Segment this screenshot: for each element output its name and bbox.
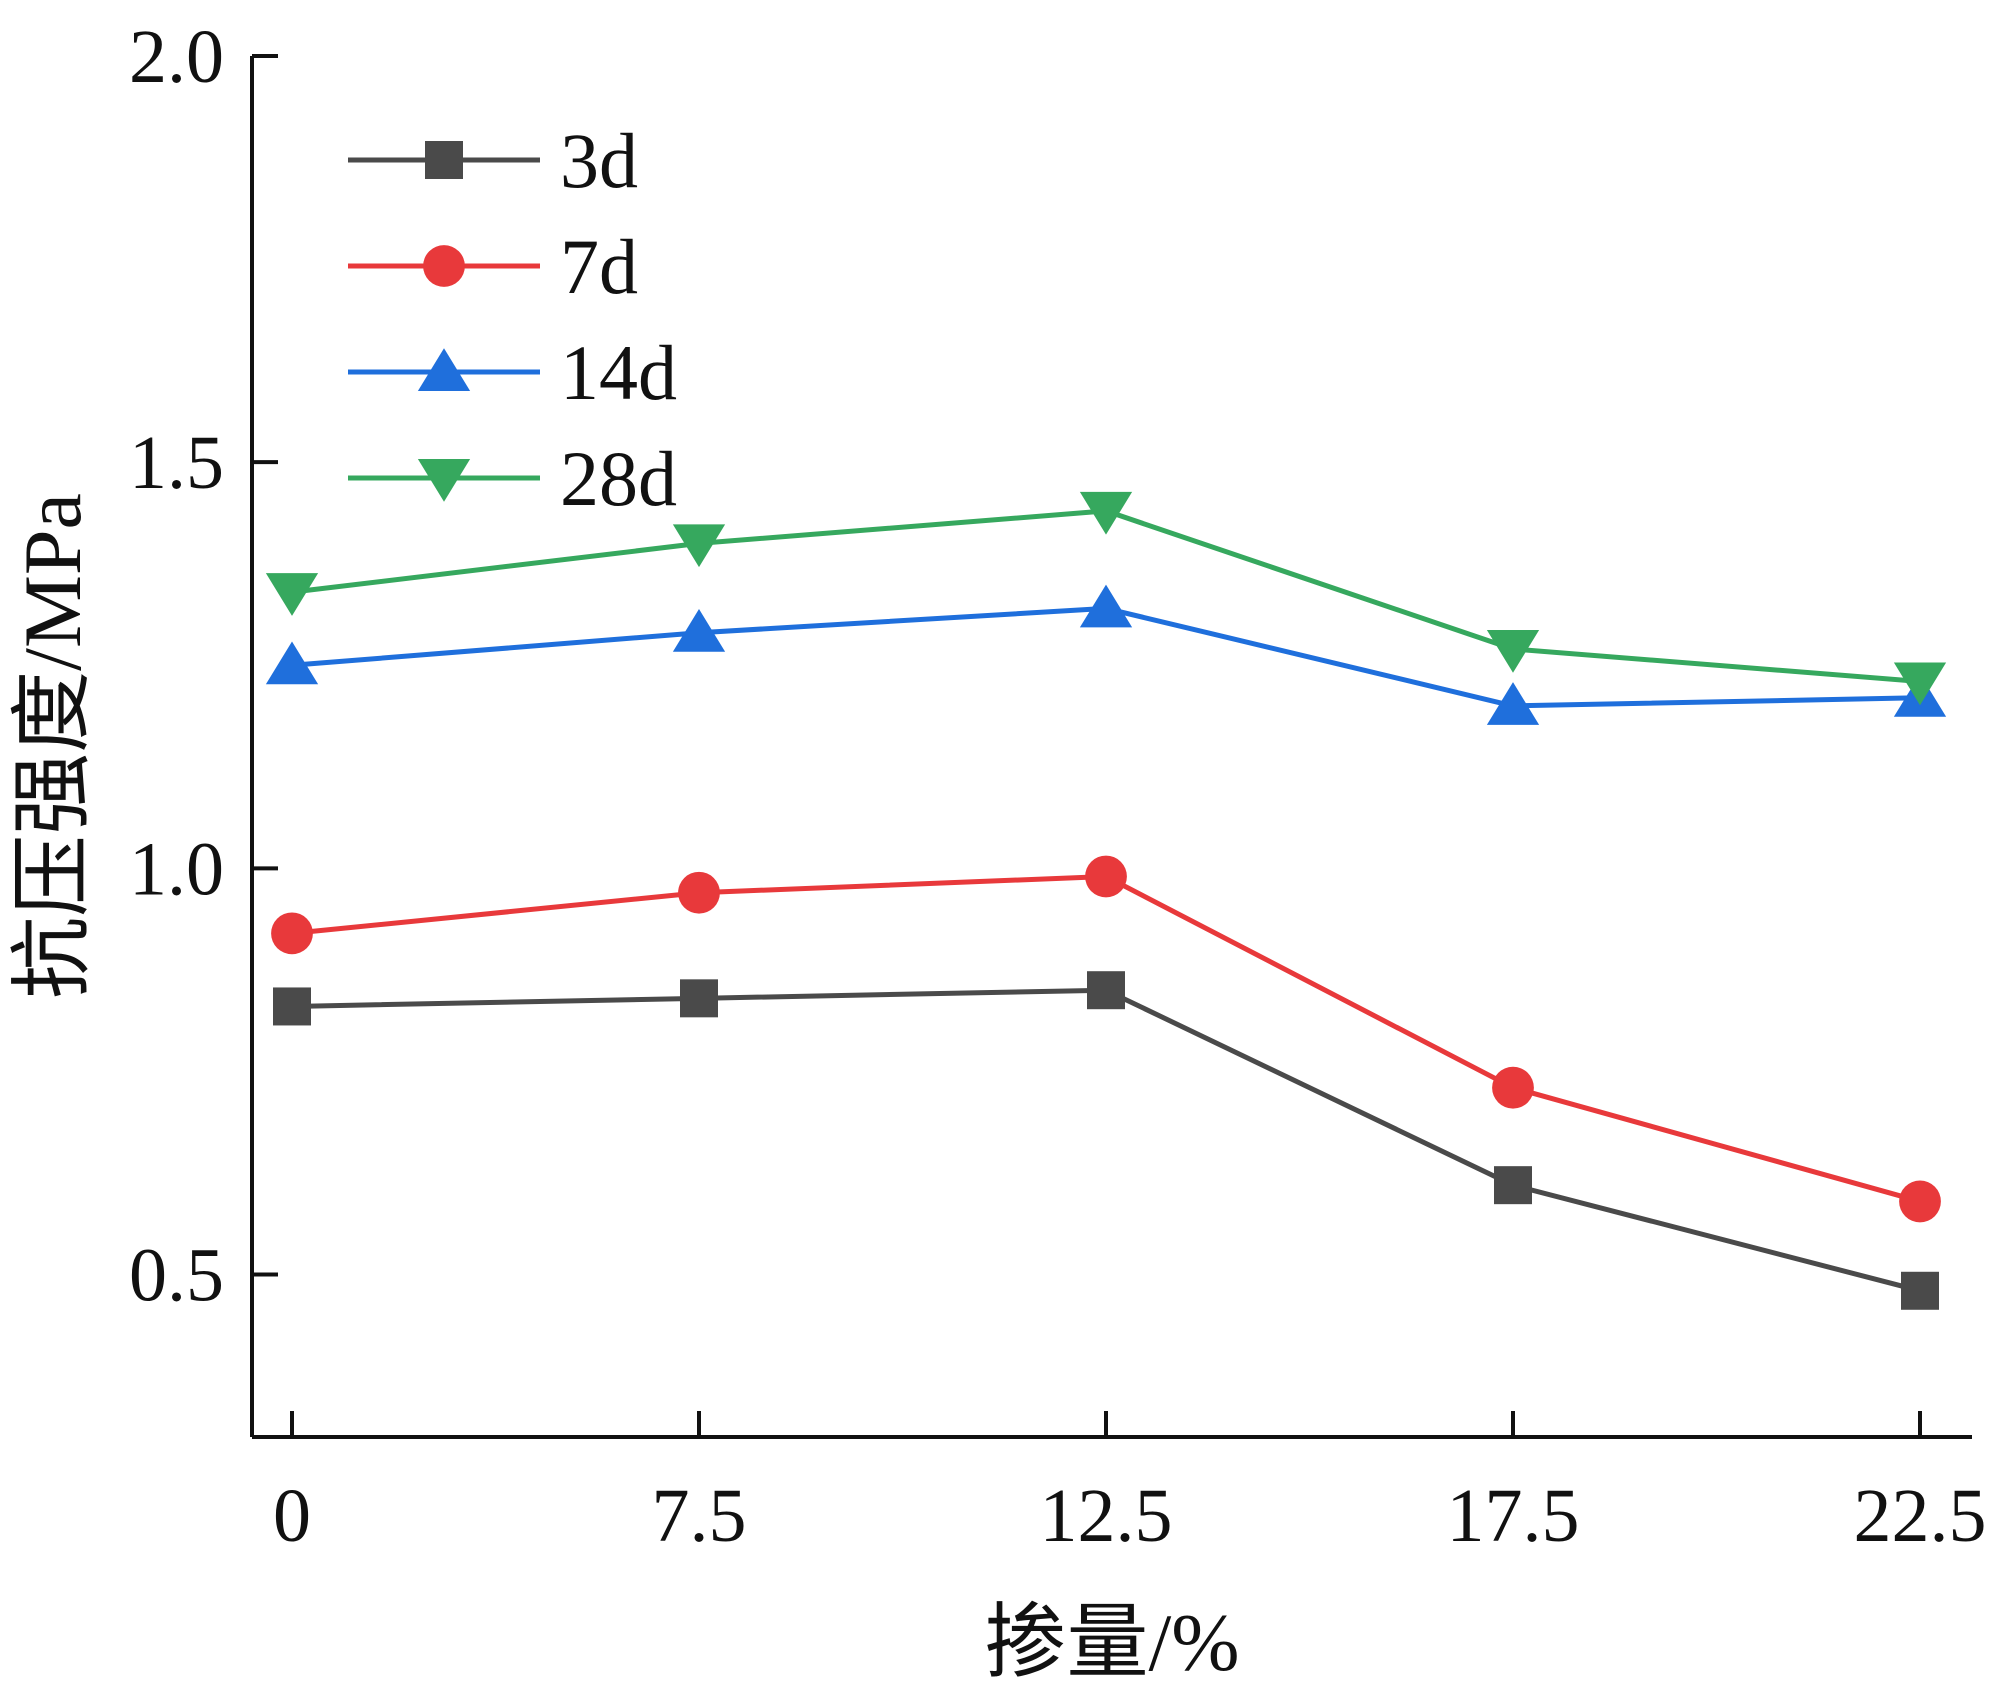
data-point-14d: [265, 641, 319, 685]
legend-marker: [423, 245, 465, 287]
legend-label: 14d: [560, 329, 677, 416]
legend-label: 7d: [560, 223, 638, 310]
legend-marker: [425, 141, 463, 179]
data-point-3d: [1087, 971, 1125, 1010]
legend: 3d 7d 14d 28d: [348, 117, 677, 522]
data-point-14d: [1079, 584, 1133, 628]
data-point-7d: [1899, 1180, 1941, 1223]
x-tick-label: 22.5: [1854, 1474, 1987, 1558]
data-point-7d: [271, 912, 313, 955]
x-tick-label: 17.5: [1447, 1474, 1580, 1558]
series-14d: [265, 584, 1947, 725]
data-point-28d: [1486, 630, 1540, 673]
x-tick-label: 7.5: [652, 1474, 747, 1558]
axes: 0.5 1.0 1.5 2.0 0 7.5 12.5 17.5 22.5 掺量/% 抗压强度/MPa: [7, 15, 1987, 1688]
series-28d: [265, 491, 1947, 706]
data-point-3d: [1901, 1271, 1939, 1310]
data-point-3d: [1494, 1166, 1532, 1205]
data-point-3d: [680, 979, 718, 1018]
legend-label: 3d: [560, 117, 638, 204]
data-point-14d: [1486, 682, 1540, 725]
data-point-28d: [672, 524, 726, 568]
legend-item-28d: 28d: [348, 435, 677, 522]
series-group: [265, 491, 1947, 1310]
series-line-3d: [291, 987, 1921, 1294]
y-tick-label: 1.5: [129, 421, 224, 505]
y-tick-label: 1.0: [129, 827, 224, 911]
x-tick-label: 0: [273, 1474, 311, 1558]
data-point-3d: [273, 987, 311, 1026]
y-tick-label: 2.0: [129, 15, 224, 99]
legend-item-3d: 3d: [348, 117, 638, 204]
y-tick-label: 0.5: [129, 1234, 224, 1318]
series-3d: [273, 971, 1939, 1310]
legend-label: 28d: [560, 435, 677, 522]
legend-marker: [417, 348, 471, 391]
x-tick-label: 12.5: [1040, 1474, 1173, 1558]
legend-marker: [417, 459, 471, 502]
legend-item-14d: 14d: [348, 329, 677, 416]
legend-item-7d: 7d: [348, 223, 638, 310]
y-axis-title: 抗压强度/MPa: [7, 493, 98, 999]
data-point-28d: [1893, 662, 1947, 706]
series-line-7d: [291, 873, 1921, 1204]
data-point-7d: [678, 871, 720, 914]
data-point-28d: [1079, 491, 1133, 535]
data-point-7d: [1492, 1066, 1534, 1109]
x-axis-title: 掺量/%: [984, 1597, 1239, 1688]
data-point-14d: [672, 609, 726, 652]
data-point-28d: [265, 573, 319, 616]
data-point-7d: [1085, 855, 1127, 898]
series-7d: [271, 855, 1941, 1223]
